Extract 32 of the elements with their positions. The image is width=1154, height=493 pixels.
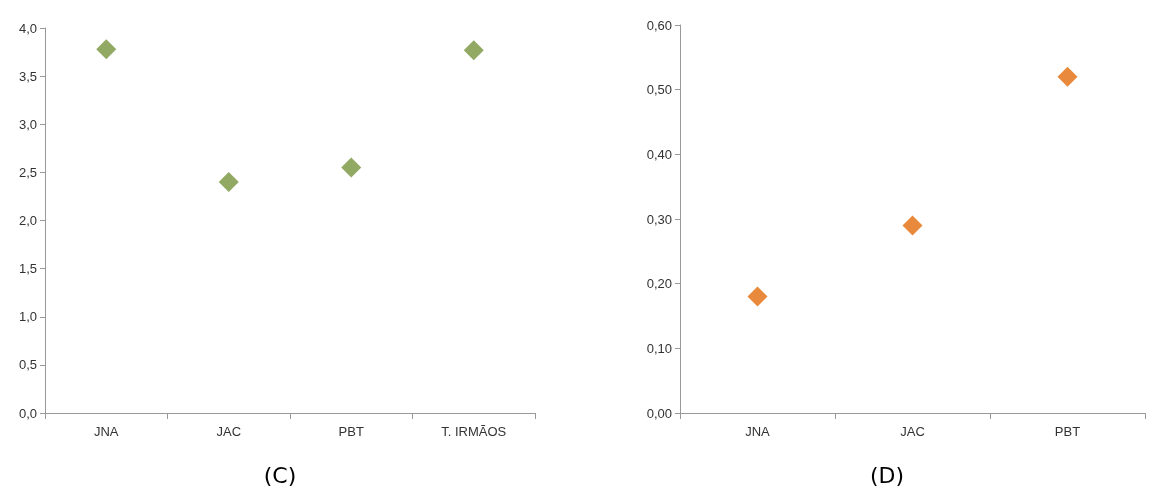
point bbox=[463, 40, 484, 61]
x-tick-label: JAC bbox=[216, 424, 242, 439]
x-tick-label: JNA bbox=[745, 424, 771, 439]
x-tick-label: T. IRMÃOS bbox=[441, 424, 507, 439]
point bbox=[96, 39, 117, 60]
point bbox=[218, 172, 239, 192]
y-tick-label: 2,0 bbox=[18, 213, 37, 228]
x-tick-label: JNA bbox=[93, 424, 119, 439]
y-tick-label: 1,5 bbox=[18, 261, 37, 277]
text: (D) bbox=[869, 462, 905, 488]
y-tick-label: 3,0 bbox=[18, 116, 37, 132]
point bbox=[1057, 66, 1078, 87]
y-tick-label: 0,50 bbox=[646, 82, 672, 98]
y-tick-label: 0,20 bbox=[646, 276, 672, 292]
y-tick-label: 2,5 bbox=[18, 164, 37, 180]
y-tick-label: 0,5 bbox=[18, 357, 37, 373]
y-tick-label: 4,0 bbox=[18, 20, 37, 36]
y-tick-label: 0,10 bbox=[646, 340, 672, 356]
y-tick-label: 3,5 bbox=[18, 68, 37, 84]
x-tick-label: JAC bbox=[900, 424, 925, 439]
point bbox=[902, 215, 923, 236]
y-tick-label: 0,30 bbox=[646, 211, 672, 227]
x-tick-label: PBT bbox=[338, 424, 364, 439]
y-tick-label: 0,0 bbox=[18, 405, 37, 421]
point bbox=[747, 286, 768, 307]
y-tick-label: 0,00 bbox=[646, 405, 672, 421]
text: (C) bbox=[263, 462, 297, 488]
y-tick-label: 0,40 bbox=[646, 146, 672, 162]
point bbox=[341, 157, 362, 178]
x-tick-label: PBT bbox=[1054, 424, 1081, 439]
y-tick-label: 0,60 bbox=[646, 17, 672, 33]
y-tick-label: 1,0 bbox=[18, 309, 37, 325]
